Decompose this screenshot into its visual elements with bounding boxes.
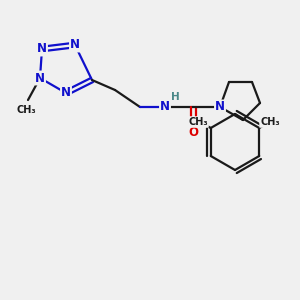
Text: O: O (188, 125, 198, 139)
Text: N: N (215, 100, 225, 113)
Text: H: H (171, 92, 179, 102)
Text: N: N (61, 86, 71, 100)
Text: N: N (70, 38, 80, 52)
Text: CH₃: CH₃ (188, 117, 208, 127)
Text: N: N (37, 43, 47, 56)
Text: N: N (35, 71, 45, 85)
Text: CH₃: CH₃ (16, 105, 36, 115)
Text: CH₃: CH₃ (260, 117, 280, 127)
Text: N: N (160, 100, 170, 113)
